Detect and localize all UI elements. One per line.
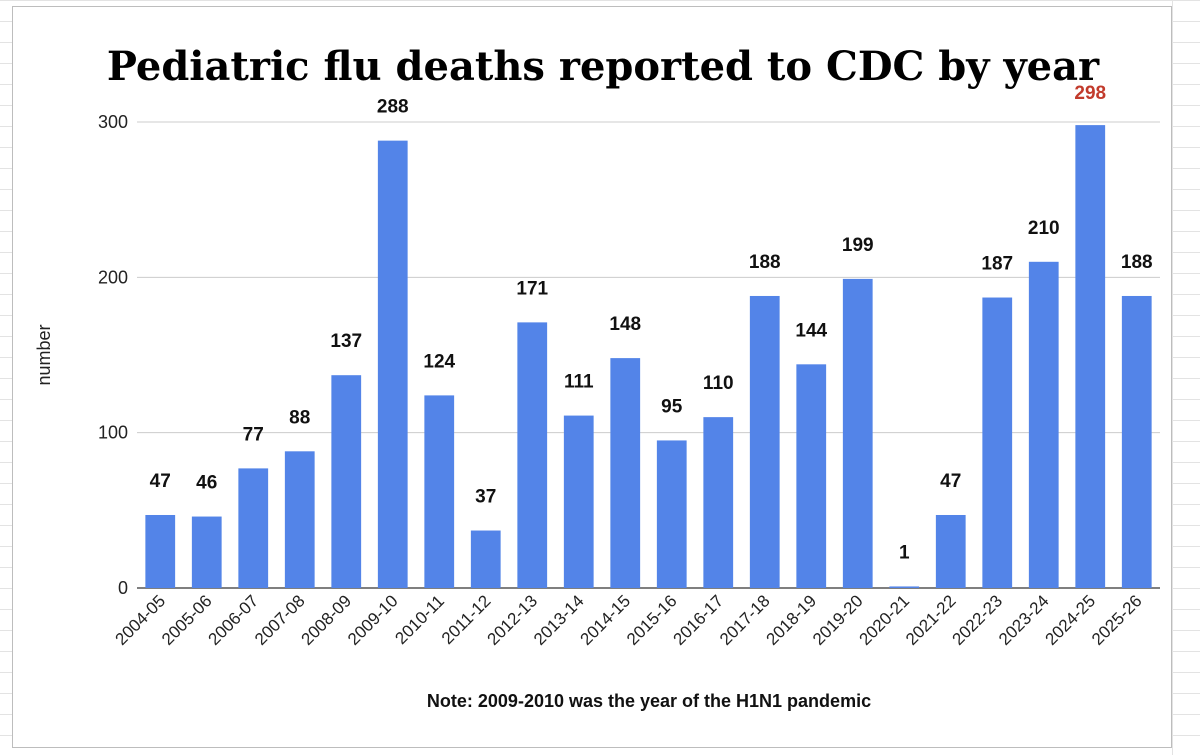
bar [563,415,594,588]
chart-note: Note: 2009-2010 was the year of the H1N1… [427,691,871,711]
x-axis: 2004-052005-062006-072007-082008-092009-… [112,591,1146,649]
x-tick-label: 2021-22 [902,591,960,649]
data-label: 47 [940,471,961,492]
chart-title: Pediatric flu deaths reported to CDC by … [107,43,1100,90]
x-tick-label: 2012-13 [484,591,542,649]
data-label: 288 [377,97,409,118]
x-tick-label: 2011-12 [438,591,495,648]
bar [703,417,734,588]
bars [145,125,1152,589]
data-label: 46 [196,473,217,494]
x-tick-label: 2019-20 [809,591,867,649]
bar [935,514,966,588]
data-label: 298 [1074,83,1106,104]
x-tick-label: 2007-08 [251,591,309,649]
bar [191,516,222,588]
x-tick-label: 2014-15 [577,591,635,649]
bar [1028,261,1059,588]
y-tick-label: 200 [98,267,128,287]
data-label: 37 [475,487,496,508]
bar [517,322,548,588]
bar [470,530,501,588]
x-tick-label: 2024-25 [1042,591,1100,649]
data-label: 110 [703,373,734,394]
bar [331,375,362,588]
x-tick-label: 2009-10 [344,591,402,649]
bar [796,364,827,588]
x-tick-label: 2025-26 [1088,591,1146,649]
bar [842,278,873,588]
bar [982,297,1013,588]
data-label: 1 [899,542,910,563]
data-label: 95 [661,396,683,417]
bar [656,440,687,588]
data-label: 187 [981,254,1013,275]
bar [284,451,315,588]
data-label: 144 [795,320,827,341]
bar [377,140,408,588]
x-tick-label: 2006-07 [205,591,263,649]
x-tick-label: 2013-14 [530,591,588,649]
x-tick-label: 2010-11 [391,591,448,648]
data-label: 210 [1028,218,1060,239]
data-label: 47 [150,471,171,492]
data-label: 199 [842,235,874,256]
data-label: 77 [243,424,264,445]
x-tick-label: 2018-19 [763,591,821,649]
bar [749,295,780,588]
bar [238,468,269,588]
bar [145,514,176,588]
x-tick-label: 2022-23 [949,591,1007,649]
y-tick-label: 100 [98,423,128,443]
bar [1075,125,1106,589]
y-axis: 0 100 200 300 [98,112,128,598]
bar [889,586,920,588]
data-label: 148 [609,314,641,335]
y-axis-label: number [34,324,54,385]
data-labels: 47 46 77 88 137 288 124 37 171 111 148 95 110 188 144 1… [150,83,1153,563]
x-tick-label: 2005-06 [158,591,216,649]
bar [1121,295,1152,588]
x-tick-label: 2017-18 [716,591,774,649]
x-tick-label: 2023-24 [995,591,1053,649]
chart-container[interactable] [12,6,1172,748]
x-tick-label: 2020-21 [856,591,914,649]
data-label: 111 [564,372,594,393]
bar [610,358,641,588]
data-label: 124 [423,351,455,372]
data-label: 88 [289,407,310,428]
x-tick-label: 2004-05 [112,591,170,649]
bar [424,395,455,588]
spreadsheet-grid-edge [1172,0,1200,755]
x-tick-label: 2016-17 [670,591,728,649]
x-tick-label: 2008-09 [298,591,356,649]
data-label: 171 [516,278,548,299]
data-label: 137 [330,331,362,352]
y-tick-label: 0 [118,578,128,598]
x-tick-label: 2015-16 [623,591,681,649]
data-label: 188 [749,252,781,273]
y-tick-label: 300 [98,112,128,132]
data-label: 188 [1121,252,1153,273]
